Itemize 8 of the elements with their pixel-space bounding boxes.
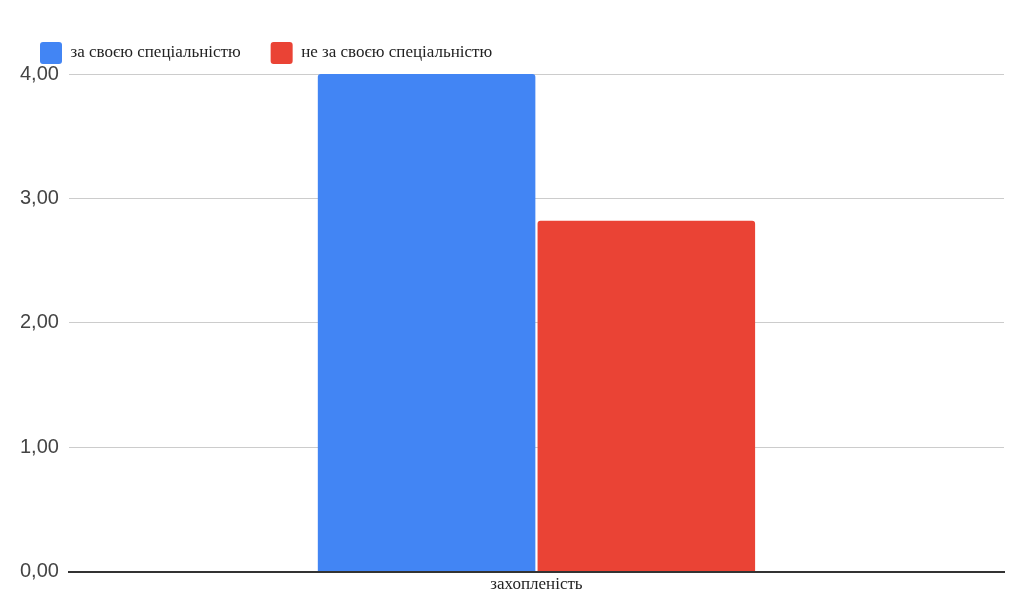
y-tick-label: 0,00 [19,559,59,582]
legend-label: не за своєю спеціальністю [301,42,493,62]
x-tick-label: захопленість [490,574,583,594]
legend-label: за своєю спеціальністю [70,42,241,62]
y-tick-label: 1,00 [19,434,59,457]
y-tick-label: 2,00 [19,310,59,333]
y-tick-label: 4,00 [19,61,59,84]
y-tick-label: 3,00 [19,185,59,208]
